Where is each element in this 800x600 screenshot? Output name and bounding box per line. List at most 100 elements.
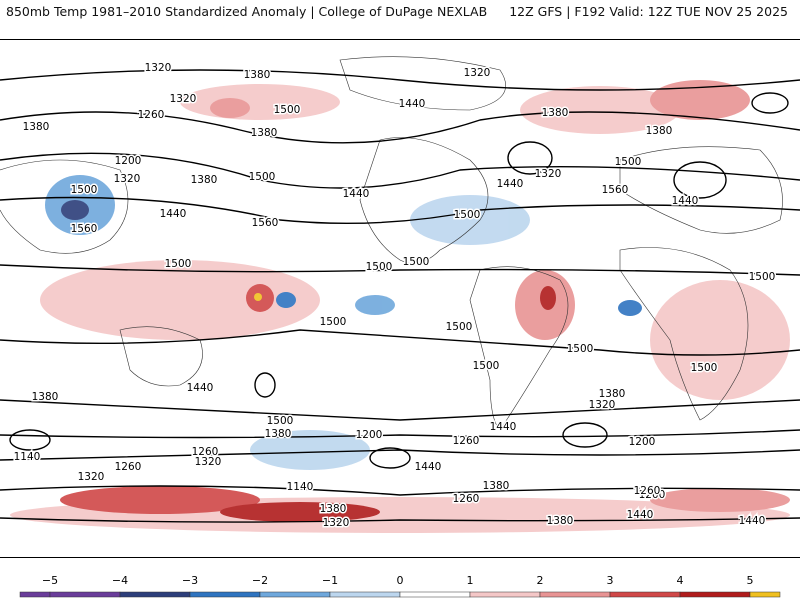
warm-anomaly-north-atlantic xyxy=(520,86,680,134)
colorbar-ticks: −5 −4 −3 −2 −1 0 1 2 3 4 5 xyxy=(42,574,754,587)
contour-label: 1500 xyxy=(366,261,393,273)
cold-anomaly-asia-core xyxy=(61,200,89,220)
model-run-label: 12Z GFS | F192 Valid: 12Z TUE NOV 25 202… xyxy=(509,4,788,19)
contour-label: 1380 xyxy=(542,107,569,119)
contour-label: 1380 xyxy=(32,391,59,403)
contour-label: 1440 xyxy=(739,515,766,527)
colorbar-tick-label: −2 xyxy=(252,574,268,587)
contour-label: 1500 xyxy=(446,321,473,333)
warm-anomaly-southern-core-east xyxy=(650,488,790,512)
contour-label: 1440 xyxy=(415,461,442,473)
height-contours xyxy=(0,69,800,523)
contour-label: 1440 xyxy=(497,178,524,190)
colorbar-segment xyxy=(469,591,541,598)
warm-anomaly-amazon-core xyxy=(540,286,556,310)
anomaly-colorbar: −5 −4 −3 −2 −1 0 1 2 3 4 5 xyxy=(19,574,781,598)
extreme-anomaly-spot xyxy=(254,293,262,301)
contour-label: 1140 xyxy=(287,481,314,493)
colorbar-segment xyxy=(49,591,121,598)
contour-label: 1260 xyxy=(453,435,480,447)
cold-anomaly-tropical-pacific xyxy=(276,292,296,308)
contour-label: 1320 xyxy=(464,67,491,79)
contour-label: 1380 xyxy=(547,515,574,527)
contour-label: 1440 xyxy=(160,208,187,220)
colorbar-segment xyxy=(749,591,781,598)
contour-label: 1560 xyxy=(71,223,98,235)
cold-anomaly-atlantic xyxy=(618,300,642,316)
contour-label: 1320 xyxy=(145,62,172,74)
colorbar-segment xyxy=(19,591,51,598)
colorbar-tick-label: 0 xyxy=(397,574,404,587)
colorbar-segment xyxy=(259,591,331,598)
contour-label: 1500 xyxy=(267,415,294,427)
colorbar-segment xyxy=(119,591,191,598)
contour-label: 1320 xyxy=(323,517,350,529)
contour-label: 1260 xyxy=(138,109,165,121)
colorbar-segment xyxy=(539,591,611,598)
contour-label: 1320 xyxy=(170,93,197,105)
coastlines xyxy=(0,56,783,431)
colorbar-tick-label: −1 xyxy=(322,574,338,587)
contour-label: 1440 xyxy=(399,98,426,110)
contour-label: 1380 xyxy=(244,69,271,81)
cold-anomaly-north-america xyxy=(410,195,530,245)
contour-label: 1380 xyxy=(251,127,278,139)
colorbar-tick-label: 4 xyxy=(677,574,684,587)
colorbar-segment xyxy=(189,591,261,598)
contour-label: 1260 xyxy=(115,461,142,473)
colorbar-tick-label: 5 xyxy=(747,574,754,587)
colorbar-tick-label: 1 xyxy=(467,574,474,587)
contour-label: 1200 xyxy=(639,489,666,501)
contour-label: 1500 xyxy=(454,209,481,221)
cold-anomaly-tropical-east-pacific xyxy=(355,295,395,315)
colorbar-segment xyxy=(679,591,751,598)
colorbar-tick-label: 3 xyxy=(607,574,614,587)
contour-label: 1380 xyxy=(265,428,292,440)
colorbar-tick-label: −5 xyxy=(42,574,58,587)
contour-label: 1380 xyxy=(599,388,626,400)
colorbar-tick-label: −4 xyxy=(112,574,128,587)
contour-label: 1500 xyxy=(320,316,347,328)
cold-anomaly-south-pacific xyxy=(250,430,370,470)
map-panel: 1320 1380 1320 1320 1500 1440 1380 1260 1380 1380… xyxy=(0,39,800,558)
colorbar-segments xyxy=(19,591,781,598)
contour-label: 1320 xyxy=(78,471,105,483)
warm-anomaly-arctic-west xyxy=(210,98,250,118)
contour-label: 1500 xyxy=(165,258,192,270)
contour-label: 1320 xyxy=(589,399,616,411)
colorbar-tick-label: −3 xyxy=(182,574,198,587)
contour-label: 1440 xyxy=(187,382,214,394)
contour-label: 1500 xyxy=(567,343,594,355)
warm-anomaly-north-pacific xyxy=(180,84,340,120)
contour-label: 1440 xyxy=(627,509,654,521)
contour-label: 1500 xyxy=(615,156,642,168)
contour-label: 1440 xyxy=(343,188,370,200)
contour-label: 1500 xyxy=(403,256,430,268)
anomaly-shading xyxy=(10,80,790,533)
warm-anomaly-southern-core-central xyxy=(220,502,380,522)
contour-label: 1560 xyxy=(252,217,279,229)
contour-label: 1380 xyxy=(646,125,673,137)
warm-anomaly-southern-core-west xyxy=(60,486,260,514)
warm-anomaly-africa xyxy=(650,280,790,400)
colorbar-segment xyxy=(329,591,401,598)
warm-anomaly-europe xyxy=(650,80,750,120)
contour-label: 1500 xyxy=(71,184,98,196)
contour-label: 1260 xyxy=(453,493,480,505)
contour-label: 1380 xyxy=(23,121,50,133)
contour-label: 1380 xyxy=(191,174,218,186)
contour-label: 1440 xyxy=(672,195,699,207)
contour-label: 1140 xyxy=(14,451,41,463)
contour-label: 1320 xyxy=(114,173,141,185)
contour-label: 1500 xyxy=(691,362,718,374)
contour-label: 1200 xyxy=(115,155,142,167)
contour-label: 1560 xyxy=(602,184,629,196)
warm-anomaly-tropics-west xyxy=(40,260,320,340)
colorbar-segment xyxy=(609,591,681,598)
contour-label: 1260 xyxy=(192,446,219,458)
contour-label: 1380 xyxy=(483,480,510,492)
contour-label: 1260 xyxy=(634,485,661,497)
contour-label: 1500 xyxy=(749,271,776,283)
